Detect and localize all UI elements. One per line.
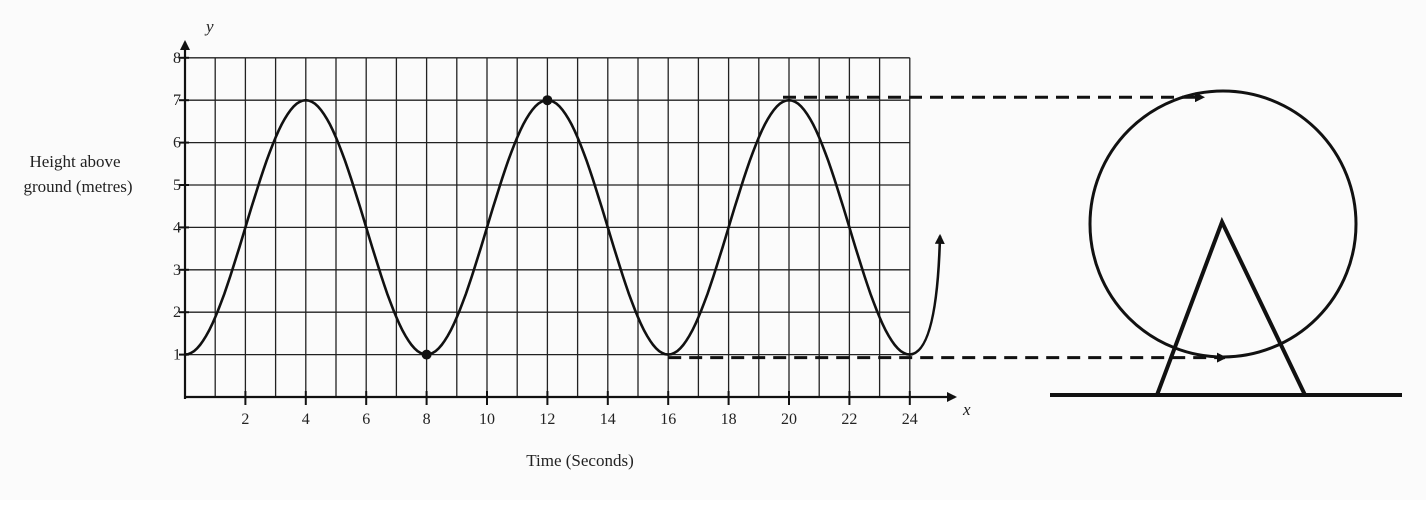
y-tick-label: 4: [173, 219, 181, 236]
x-tick-label: 22: [841, 411, 857, 428]
x-tick-label: 8: [423, 411, 431, 428]
x-tick-label: 24: [902, 411, 918, 428]
x-tick-label: 12: [539, 411, 555, 428]
bottom-margin: [0, 500, 1426, 531]
x-tick-label: 6: [362, 411, 370, 428]
wheel-support: [1155, 216, 1307, 396]
data-point: [421, 349, 432, 360]
x-tick-label: 10: [479, 411, 495, 428]
ylabel-line-2: ground (metres): [23, 177, 132, 196]
figure-canvas: 2 4 6 8 10 12 14 16 18 20 22 24 1 2 3 4 5 6 7 8 Height abov…: [23, 17, 1402, 470]
data-point: [542, 95, 553, 106]
marked-points: [421, 95, 553, 360]
y-tick-label: 7: [173, 92, 181, 109]
x-tick-label: 20: [781, 411, 797, 428]
chart-axes: [179, 40, 957, 405]
curve-continuation-arrow: [909, 233, 945, 356]
y-tick-label: 1: [173, 347, 181, 364]
chart-grid: [185, 57, 911, 397]
dashed-arrows: [668, 92, 1227, 363]
xlabel: Time (Seconds): [526, 451, 634, 470]
y-tick-label: 8: [173, 50, 181, 67]
x-tick-label: 18: [721, 411, 737, 428]
y-tick-label: 2: [173, 304, 181, 321]
ferris-wheel-illustration: [1050, 89, 1402, 397]
x-tick-label: 14: [600, 411, 616, 428]
x-axis-name: x: [962, 400, 971, 419]
ylabel-line-1: Height above: [29, 152, 120, 171]
x-tick-label: 2: [241, 411, 249, 428]
y-tick-label: 6: [173, 135, 181, 152]
x-tick-label: 4: [302, 411, 310, 428]
wheel-circle: [1088, 89, 1358, 359]
x-tick-label: 16: [660, 411, 676, 428]
y-tick-label: 3: [173, 262, 181, 279]
y-tick-label: 5: [173, 177, 181, 194]
y-axis-name: y: [204, 17, 214, 36]
